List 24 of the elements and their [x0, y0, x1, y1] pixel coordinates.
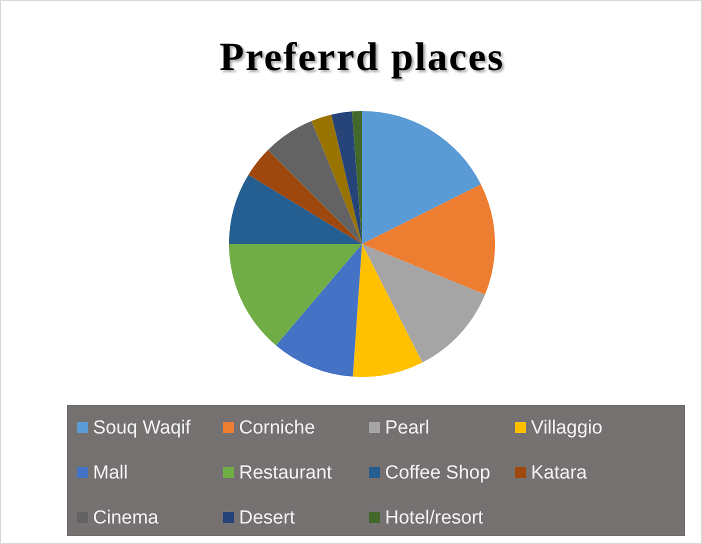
legend-label: Desert: [239, 508, 296, 528]
pie-slice: [362, 244, 486, 363]
chart-title: Preferrd places: [220, 34, 504, 79]
pie-slice: [352, 244, 422, 377]
legend-label: Restaurant: [239, 462, 333, 484]
pie-slice: [248, 150, 362, 244]
legend-label: Cinema: [93, 508, 159, 528]
legend-label: Pearl: [385, 418, 430, 438]
pie-slice: [276, 244, 362, 377]
pie-slice: [352, 111, 362, 244]
pie-slice: [229, 244, 362, 346]
legend-label: Villaggio: [531, 418, 602, 438]
legend-label: Coffee Shop: [385, 462, 490, 484]
pie-slice: [362, 111, 481, 244]
legend-label: Hotel/resort: [385, 508, 484, 528]
pie-slice: [229, 174, 362, 244]
pie-slice: [311, 114, 362, 244]
legend-label: Souq Waqif: [93, 418, 192, 438]
pie-slice: [331, 111, 362, 244]
legend-label: Katara: [531, 462, 588, 484]
pie-slice: [268, 120, 362, 244]
legend-label: Corniche: [239, 418, 316, 438]
legend-label: Mall: [93, 462, 128, 484]
pie-slice: [362, 184, 495, 295]
